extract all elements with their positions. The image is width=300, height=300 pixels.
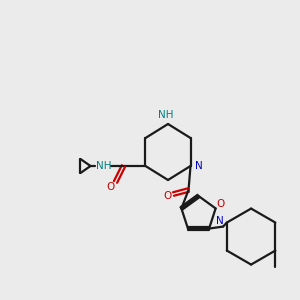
Text: N: N	[216, 216, 224, 226]
Text: NH: NH	[158, 110, 174, 120]
Text: O: O	[106, 182, 115, 192]
Text: O: O	[217, 200, 225, 209]
Text: N: N	[195, 161, 203, 171]
Text: O: O	[164, 191, 172, 201]
Text: NH: NH	[96, 161, 111, 171]
